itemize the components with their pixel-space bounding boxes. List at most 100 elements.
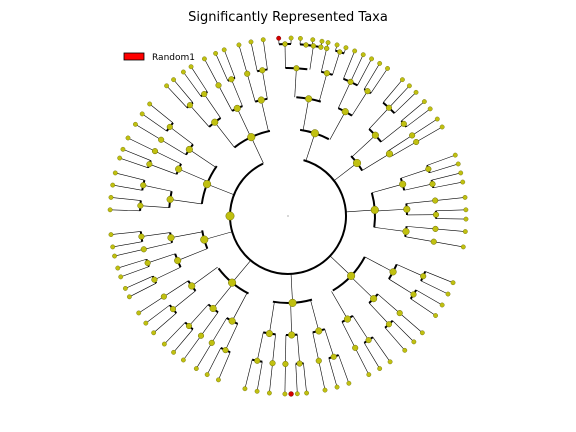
branch-line [401, 101, 425, 122]
branch-line [211, 317, 227, 344]
branch-line [173, 329, 194, 353]
taxon-leaf-marker [213, 50, 219, 56]
branch-line [203, 93, 221, 119]
taxon-leaf-marker [266, 390, 272, 396]
clade-node [343, 315, 352, 323]
branch-line [190, 66, 208, 93]
taxon-leaf-marker [260, 37, 266, 43]
branch-line [183, 335, 202, 361]
branch-line [119, 157, 149, 169]
clade-node [310, 43, 317, 49]
branch-line [406, 200, 436, 204]
taxon-leaf-marker [310, 37, 316, 43]
branch-line [364, 256, 394, 273]
tree-root [287, 215, 289, 217]
branch-line [333, 162, 358, 181]
taxon-leaf-marker [439, 302, 445, 308]
branch-line [290, 302, 292, 335]
branch-line [262, 70, 268, 99]
legend: Random1 [123, 52, 195, 63]
clade-node [140, 182, 147, 189]
clade-node [228, 317, 236, 325]
branch-line [324, 329, 335, 357]
clade-node [371, 131, 379, 139]
taxon-leaf-marker [463, 216, 469, 222]
clade-node [160, 293, 167, 300]
clade-node [365, 337, 372, 344]
clade-node [233, 104, 241, 112]
branch-line [329, 255, 352, 277]
clade-arc [229, 159, 347, 275]
branch-line [188, 304, 209, 327]
branch-line [295, 363, 298, 394]
taxon-leaf-marker [143, 320, 149, 326]
clade-node [318, 44, 324, 50]
clade-node [429, 180, 436, 188]
clade-node [169, 306, 177, 313]
clade-node [158, 136, 165, 143]
taxon-leaf-marker [161, 341, 167, 347]
clade-node [208, 339, 215, 346]
branch-line [154, 150, 182, 165]
clade-node [389, 268, 397, 276]
branch-line [110, 231, 141, 235]
branch-line [405, 236, 434, 242]
branch-line [173, 79, 194, 103]
clade-node [167, 234, 175, 242]
clade-node [140, 246, 147, 253]
branch-line [163, 280, 189, 297]
branch-line [238, 44, 248, 74]
clade-node [347, 271, 356, 280]
branch-line [204, 231, 233, 240]
taxon-leaf-marker [112, 253, 117, 259]
taxon-leaf-marker [139, 111, 145, 117]
branch-line [290, 273, 293, 303]
clade-node [138, 233, 145, 240]
branch-line [374, 208, 407, 212]
taxon-leaf-marker [171, 77, 176, 83]
branch-line [435, 197, 466, 201]
taxon-leaf-marker [254, 388, 260, 394]
cladogram-tree [107, 35, 469, 397]
clade-node [385, 321, 392, 328]
branch-line [390, 141, 417, 157]
taxon-leaf-marker [433, 313, 438, 318]
branch-line [284, 363, 286, 394]
clade-node [413, 138, 420, 146]
branch-line [206, 347, 222, 375]
clade-node [228, 76, 235, 83]
taxon-leaf-marker [108, 232, 114, 238]
taxon-leaf-marker [462, 194, 468, 200]
clade-node [330, 353, 337, 360]
branch-line [149, 103, 174, 124]
clade-node [352, 158, 362, 168]
branch-line [352, 315, 369, 341]
clade-node [303, 42, 309, 48]
taxon-leaf-marker [343, 45, 349, 51]
branch-line [319, 73, 328, 102]
taxon-leaf-marker [188, 64, 194, 70]
branch-line [435, 228, 466, 232]
branch-line [142, 113, 167, 132]
branch-line [250, 137, 264, 164]
branch-line [145, 304, 170, 324]
branch-line [138, 296, 165, 314]
branch-line [312, 332, 320, 361]
branch-line [231, 260, 251, 283]
branch-line [425, 271, 454, 283]
branch-line [406, 226, 436, 230]
branch-line [350, 54, 364, 82]
branch-line [215, 53, 229, 81]
branch-line [396, 264, 424, 277]
branch-line [135, 124, 162, 141]
branch-line [117, 258, 147, 269]
branch-line [127, 137, 156, 152]
branch-line [196, 342, 213, 369]
branch-line [250, 41, 258, 72]
taxon-leaf-marker [221, 47, 227, 53]
taxon-leaf-marker [406, 83, 412, 89]
branch-line [269, 363, 273, 394]
taxon-leaf-marker [421, 99, 427, 104]
branch-line [372, 337, 391, 362]
